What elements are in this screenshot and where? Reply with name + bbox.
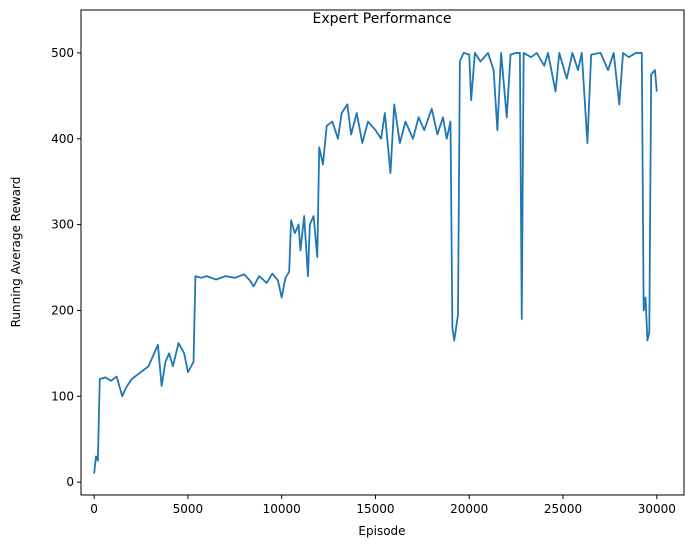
- x-axis-label: Episode: [358, 524, 405, 538]
- x-tick-label: 15000: [356, 502, 394, 516]
- plot-frame: [80, 9, 685, 496]
- x-tick-label: 30000: [638, 502, 676, 516]
- y-tick-label: 300: [51, 218, 74, 232]
- y-tick-label: 200: [51, 303, 74, 317]
- y-tick-label: 100: [51, 389, 74, 403]
- x-tick-label: 20000: [450, 502, 488, 516]
- chart-title: Expert Performance: [312, 11, 451, 27]
- x-tick-label: 5000: [173, 502, 204, 516]
- y-axis-label: Running Average Reward: [9, 177, 23, 328]
- y-tick-label: 0: [66, 475, 74, 489]
- y-tick-label: 500: [51, 46, 74, 60]
- y-tick-label: 400: [51, 132, 74, 146]
- x-tick-label: 10000: [263, 502, 301, 516]
- data-line: [93, 52, 658, 474]
- x-tick-label: 25000: [544, 502, 582, 516]
- x-tick-label: 0: [90, 502, 98, 516]
